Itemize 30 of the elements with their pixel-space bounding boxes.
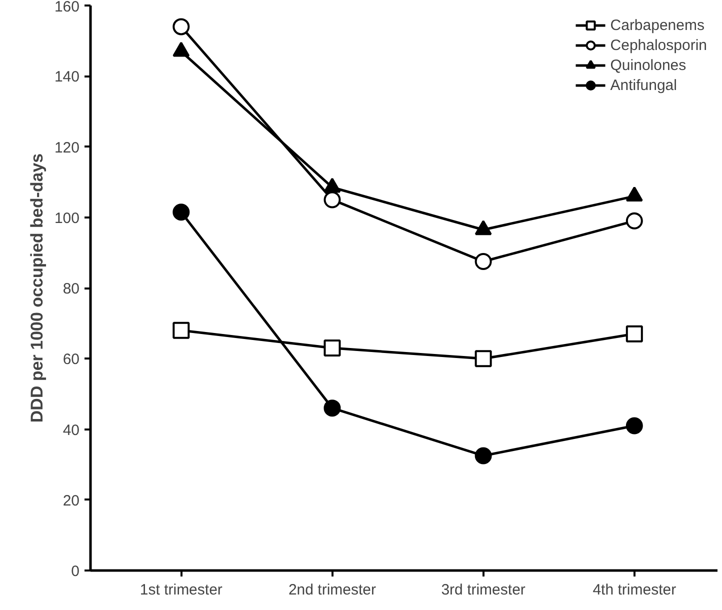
legend-label: Quinolones	[610, 56, 686, 74]
point	[324, 191, 341, 208]
point	[474, 447, 492, 464]
y-tick-label: 60	[62, 351, 80, 368]
legend-label: Antifungal	[610, 76, 677, 94]
y-axis-title: DDD per 1000 occupied bed-days	[27, 153, 46, 423]
x-tick-label: 4th trimester	[592, 582, 676, 598]
point	[324, 400, 341, 417]
x-tick-label: 3rd trimester	[441, 582, 526, 598]
x-tick-label: 1st trimester	[140, 582, 222, 598]
legend-label: Carbapenems	[610, 16, 704, 34]
point	[474, 350, 492, 368]
legend-label: Cephalosporin	[610, 36, 707, 54]
y-tick-label: 160	[54, 0, 80, 16]
y-tick-label: 20	[62, 492, 80, 510]
y-tick-label: 100	[54, 210, 80, 227]
point	[324, 340, 341, 357]
y-tick-label: 140	[54, 68, 80, 86]
y-tick-label: 80	[62, 280, 80, 298]
point	[172, 322, 190, 339]
y-tick-label: 120	[54, 139, 80, 156]
point	[172, 18, 190, 36]
point	[626, 212, 643, 230]
y-tick-label: 0	[71, 563, 80, 580]
y-tick-label: 40	[62, 422, 80, 439]
point	[172, 204, 190, 221]
point	[626, 417, 643, 434]
x-tick-label: 2nd trimester	[288, 582, 376, 598]
point	[474, 253, 492, 270]
point	[626, 325, 643, 342]
